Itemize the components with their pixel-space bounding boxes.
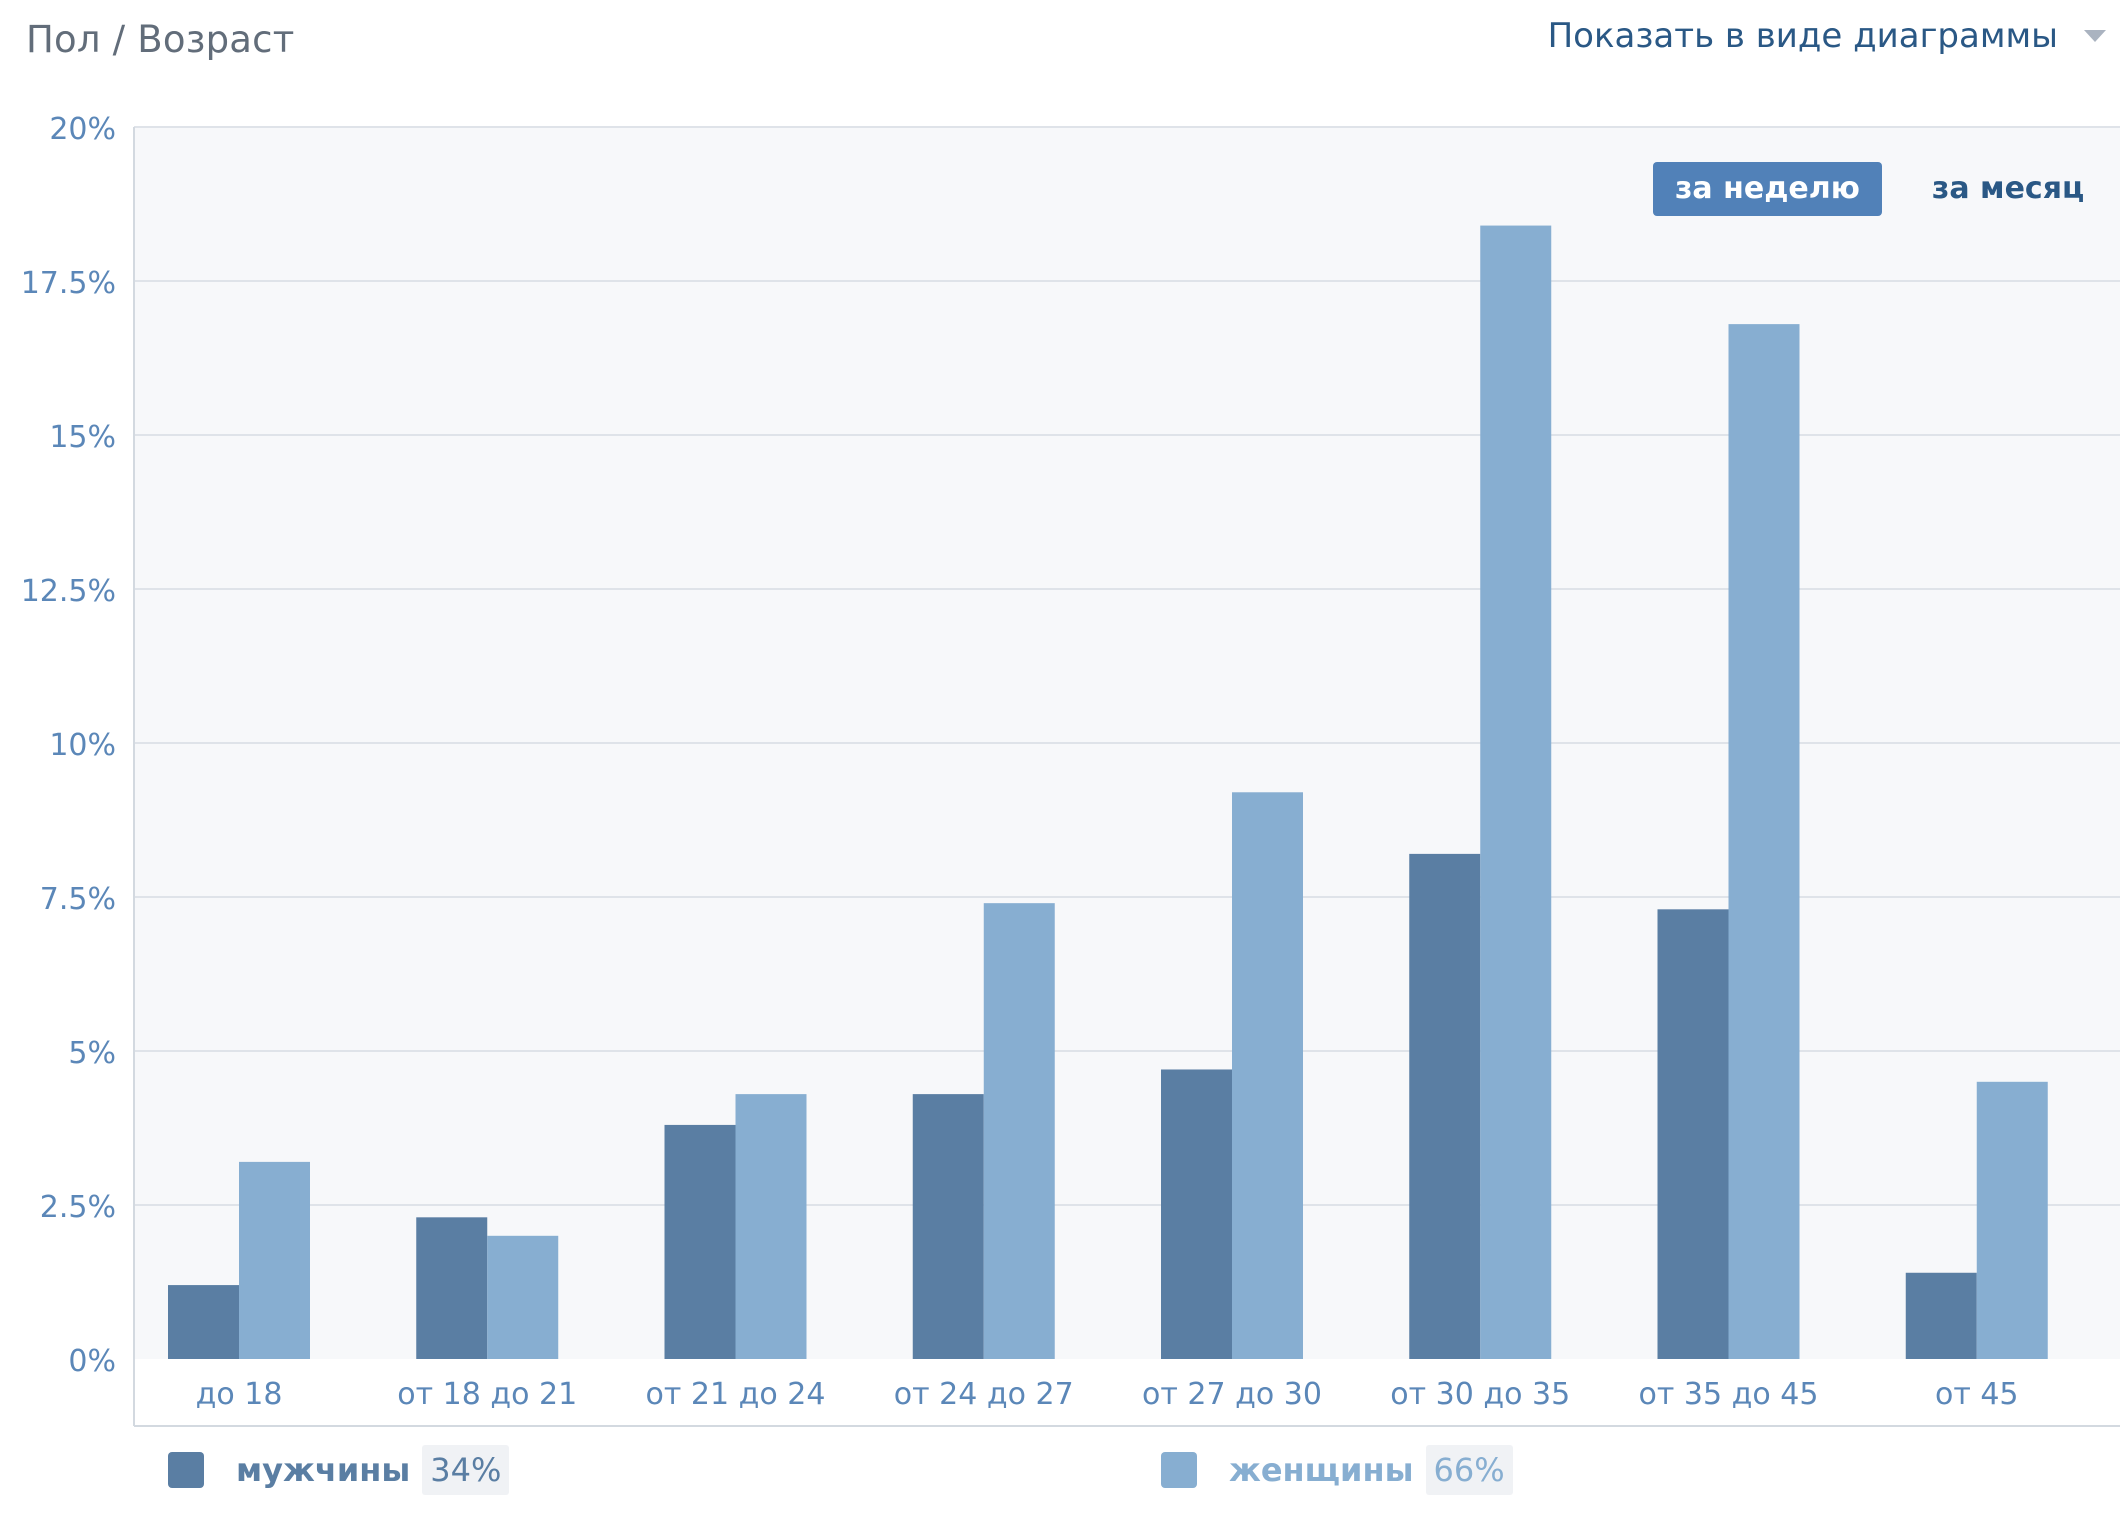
y-tick-label: 15% <box>49 420 116 455</box>
bar-men <box>1905 1272 1977 1359</box>
bar-women <box>1232 792 1303 1359</box>
page-title: Пол / Возраст <box>26 18 295 61</box>
bar-men <box>416 1217 488 1359</box>
bar-women <box>1480 225 1552 1359</box>
bar-women <box>239 1161 310 1359</box>
bar-men <box>1161 1069 1232 1359</box>
legend-item-men[interactable]: мужчины 34% <box>168 1442 510 1498</box>
bar-men <box>1409 853 1481 1359</box>
x-tick-label: до 18 <box>196 1377 283 1412</box>
y-tick-label: 5% <box>68 1036 116 1071</box>
legend-percent-men: 34% <box>422 1445 510 1495</box>
x-tick-label: от 30 до 35 <box>1390 1377 1570 1412</box>
bar-women <box>487 1235 559 1359</box>
period-week-button[interactable]: за неделю <box>1653 162 1882 216</box>
chevron-down-icon[interactable] <box>2084 30 2106 42</box>
bar-women <box>1976 1081 2048 1359</box>
y-tick-label: 2.5% <box>40 1190 116 1225</box>
bar-men <box>168 1285 239 1359</box>
period-month-button[interactable]: за месяц <box>1910 162 2106 216</box>
view-mode-dropdown[interactable]: Показать в виде диаграммы <box>1548 16 2106 56</box>
bar-men <box>912 1094 984 1359</box>
bar-women <box>983 903 1055 1359</box>
bar-women <box>735 1094 807 1359</box>
legend-swatch-women <box>1161 1452 1197 1488</box>
legend-label-men: мужчины <box>236 1451 411 1489</box>
y-tick-label: 7.5% <box>40 882 116 917</box>
view-mode-label: Показать в виде диаграммы <box>1547 16 2058 56</box>
legend-item-women[interactable]: женщины 66% <box>1161 1442 1513 1498</box>
period-toggle: за неделю за месяц <box>1653 162 2106 216</box>
legend-label-women: женщины <box>1229 1451 1414 1489</box>
legend-percent-women: 66% <box>1425 1445 1513 1495</box>
y-tick-label: 10% <box>49 728 116 763</box>
bar-men <box>664 1124 736 1359</box>
x-tick-label: от 27 до 30 <box>1142 1377 1322 1412</box>
x-tick-label: от 45 <box>1935 1377 2019 1412</box>
y-tick-label: 12.5% <box>21 574 116 609</box>
bar-women <box>1728 324 1800 1359</box>
x-tick-label: от 21 до 24 <box>646 1377 826 1412</box>
legend-swatch-men <box>168 1452 204 1488</box>
y-tick-label: 20% <box>49 112 116 147</box>
y-tick-label: 17.5% <box>21 266 116 301</box>
x-tick-label: от 18 до 21 <box>397 1377 577 1412</box>
x-tick-label: от 35 до 45 <box>1639 1377 1819 1412</box>
x-tick-label: от 24 до 27 <box>894 1377 1074 1412</box>
bar-men <box>1657 909 1729 1359</box>
y-tick-label: 0% <box>68 1344 116 1379</box>
